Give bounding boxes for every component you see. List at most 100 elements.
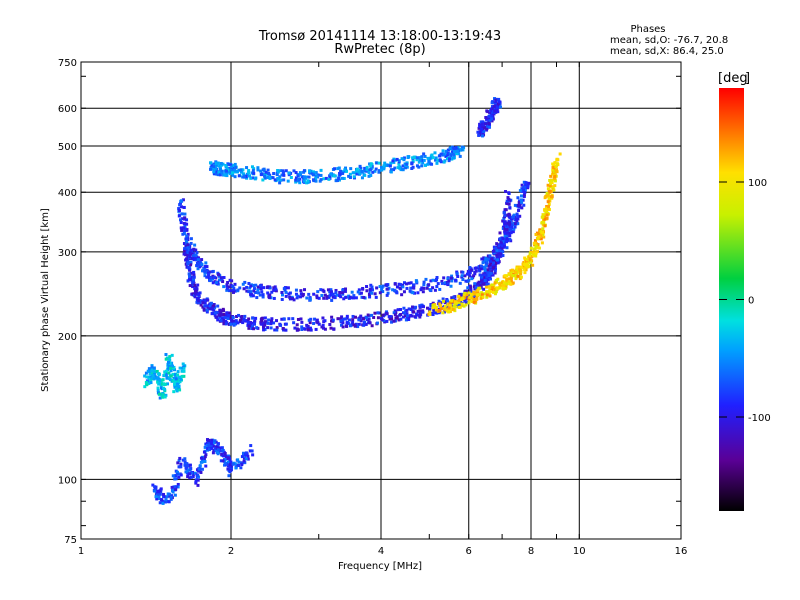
data-point (519, 275, 523, 279)
data-point (370, 313, 374, 317)
data-point (495, 253, 499, 257)
data-point (278, 175, 282, 179)
data-point (187, 247, 191, 251)
data-point (198, 465, 202, 469)
data-point (212, 275, 216, 279)
data-point (212, 306, 216, 310)
data-point (300, 327, 304, 331)
data-point (223, 457, 227, 461)
data-point (508, 277, 512, 281)
x-tick-label: 16 (675, 546, 688, 557)
data-point (179, 378, 183, 382)
data-point (503, 231, 507, 235)
data-point (496, 261, 500, 265)
data-point (368, 287, 372, 291)
data-point (514, 218, 518, 222)
data-point (533, 241, 537, 245)
data-point (156, 386, 160, 390)
data-point (329, 172, 333, 176)
data-point (161, 395, 165, 399)
data-point (300, 325, 304, 329)
data-point (306, 180, 310, 184)
data-point (244, 175, 248, 179)
data-point (173, 368, 177, 372)
data-point (158, 492, 162, 496)
data-point (491, 267, 495, 271)
data-point (178, 380, 182, 384)
data-point (490, 283, 494, 287)
data-point (320, 293, 324, 297)
data-point (356, 172, 360, 176)
data-point (348, 295, 352, 299)
data-point (161, 501, 165, 505)
data-point (248, 286, 252, 290)
data-point (229, 163, 233, 167)
data-point (193, 295, 197, 299)
data-point (203, 459, 207, 463)
data-point (380, 165, 383, 169)
data-point (266, 321, 270, 325)
data-point (519, 198, 523, 202)
data-point (472, 274, 476, 278)
data-point (514, 277, 518, 281)
data-point (185, 249, 189, 253)
data-point (348, 175, 352, 179)
data-point (426, 162, 430, 166)
data-point (284, 169, 288, 173)
data-point (549, 195, 553, 199)
data-point (495, 106, 499, 110)
data-point (386, 291, 390, 295)
data-point (341, 321, 345, 325)
data-point (482, 126, 486, 130)
data-point (245, 172, 249, 176)
data-point (391, 159, 395, 163)
data-point (415, 156, 419, 160)
data-point (553, 174, 557, 178)
data-point (260, 317, 264, 321)
data-point (209, 442, 213, 446)
data-point (172, 366, 176, 370)
data-point (510, 217, 514, 221)
data-point (392, 160, 396, 164)
data-point (552, 166, 556, 170)
data-point (385, 287, 389, 291)
data-point (242, 175, 246, 179)
data-point (529, 261, 533, 265)
data-point (371, 170, 375, 174)
data-point (165, 495, 169, 499)
data-point (415, 158, 419, 162)
data-point (264, 170, 268, 174)
data-point (272, 321, 276, 325)
data-point (209, 167, 213, 171)
data-point (541, 231, 545, 235)
data-point (162, 393, 166, 397)
data-point (220, 452, 224, 456)
data-point (207, 444, 211, 448)
data-point (409, 307, 413, 311)
data-point (193, 291, 197, 295)
data-point (227, 289, 231, 293)
data-point (299, 292, 303, 296)
data-point (188, 253, 192, 257)
data-point (364, 322, 368, 326)
data-point (178, 456, 182, 460)
data-point (467, 293, 471, 297)
data-point (543, 209, 547, 213)
data-point (505, 237, 509, 241)
data-point (499, 240, 503, 244)
data-point (372, 315, 376, 319)
data-point (193, 243, 197, 247)
data-point (410, 167, 414, 171)
data-point (367, 293, 371, 297)
data-point (306, 328, 310, 332)
data-point (521, 198, 525, 202)
data-point (475, 293, 479, 297)
data-point (501, 286, 505, 290)
data-point (399, 283, 403, 287)
data-point (190, 282, 194, 286)
data-point (492, 245, 496, 249)
data-point (401, 285, 405, 289)
data-point (513, 217, 517, 221)
data-point (163, 500, 167, 504)
data-point (542, 221, 546, 225)
